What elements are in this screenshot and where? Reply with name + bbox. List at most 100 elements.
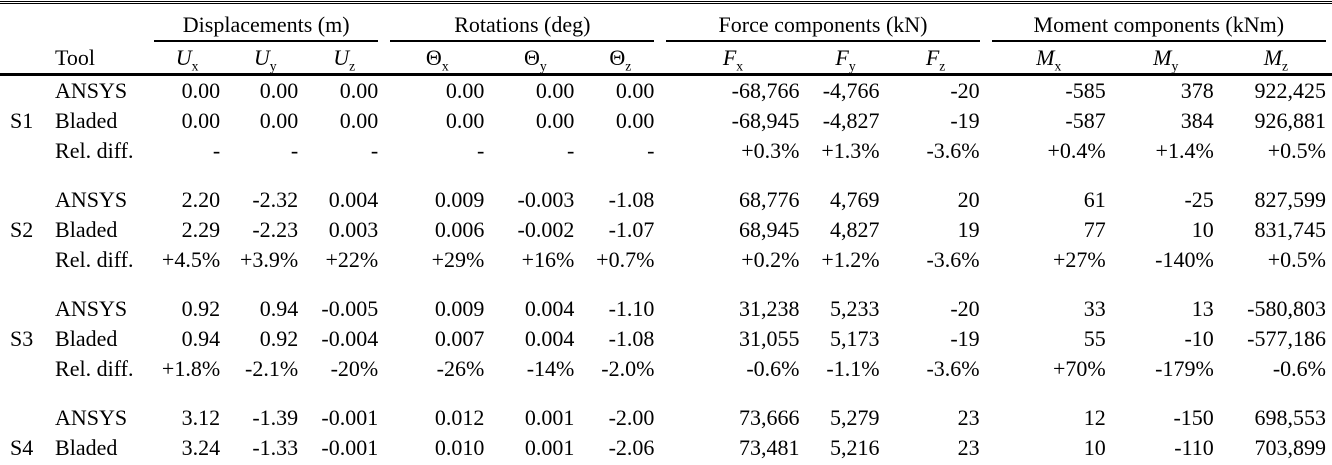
symbol-uz: U xyxy=(333,44,350,70)
value-cell: 922,425 xyxy=(1254,78,1327,103)
column-header-row: Tool Ux Uy Uz Θx Θy Θz Fx Fy Fz Mx My Mz xyxy=(0,42,1332,76)
value-cell: 0.00 xyxy=(339,78,379,103)
value-cell: 55 xyxy=(1083,326,1106,351)
value-cell: +1.4% xyxy=(1155,138,1214,163)
value-cell: -0.004 xyxy=(321,326,379,351)
tool-cell: Bladed xyxy=(55,108,118,133)
value-cell: -0.002 xyxy=(517,217,575,242)
value-cell: 23 xyxy=(957,405,980,430)
column-header-uy: Uy xyxy=(226,42,305,76)
value-cell: -10 xyxy=(1184,326,1214,351)
symbol-fx: F xyxy=(722,44,737,70)
value-cell: 926,881 xyxy=(1254,108,1327,133)
group-header-row: Displacements (m) Rotations (deg) Force … xyxy=(0,4,1332,42)
value-cell: -20 xyxy=(950,296,980,321)
table-row: S1 ANSYS 0.00 0.00 0.00 0.00 0.00 0.00 -68,766 -4… xyxy=(0,76,1332,133)
symbol-mx: M xyxy=(1036,44,1055,70)
value-cell: 0.92 xyxy=(259,326,299,351)
value-cell: 0.00 xyxy=(259,78,299,103)
column-header-fx: Fx xyxy=(660,42,806,76)
value-cell: -26% xyxy=(436,356,485,381)
value-cell: 703,899 xyxy=(1254,435,1327,460)
value-cell: +1.8% xyxy=(161,356,221,381)
value-cell: -3.6% xyxy=(926,138,980,163)
tool-cell: ANSYS xyxy=(55,405,128,430)
symbol-my: M xyxy=(1153,44,1172,70)
value-cell: 73,666 xyxy=(739,405,800,430)
value-cell: 23 xyxy=(957,435,980,460)
table-row: Bladed 0.94 0.92 -0.004 0.007 0.004 -1.08 31,05… xyxy=(0,324,1332,354)
value-cell: -4,766 xyxy=(822,78,880,103)
value-cell: - xyxy=(212,138,221,163)
value-cell: -0.005 xyxy=(321,296,379,321)
group-header-moments: Moment components (kNm) xyxy=(986,4,1332,42)
value-cell: -585 xyxy=(1065,78,1106,103)
value-cell: 0.00 xyxy=(259,108,299,133)
symbol-mz: M xyxy=(1263,44,1283,70)
table-row: S4 ANSYS 3.12 -1.39 -0.001 0.012 0.001 -2.00 73,… xyxy=(0,403,1332,460)
value-cell: 3.12 xyxy=(181,405,221,430)
value-cell: 384 xyxy=(1180,108,1214,133)
value-cell: -150 xyxy=(1173,405,1214,430)
value-cell: -68,945 xyxy=(731,108,800,133)
tool-cell: Bladed xyxy=(55,326,118,351)
group-label-rotations: Rotations (deg) xyxy=(390,12,655,42)
group-label-displacements: Displacements (m) xyxy=(154,12,379,42)
value-cell: 0.00 xyxy=(445,78,485,103)
value-cell: -19 xyxy=(950,108,980,133)
station-header-spacer xyxy=(0,4,48,42)
table-row: S2 ANSYS 2.20 -2.32 0.004 0.009 -0.003 -1.08 68,… xyxy=(0,185,1332,242)
column-header-fz: Fz xyxy=(885,42,986,76)
value-cell: 0.00 xyxy=(339,108,379,133)
block-spacer-row xyxy=(0,166,1332,185)
value-cell: +0.4% xyxy=(1047,138,1106,163)
value-cell: +1.2% xyxy=(821,247,880,272)
value-cell: 31,055 xyxy=(739,326,800,351)
value-cell: 0.00 xyxy=(615,78,655,103)
value-cell: 5,173 xyxy=(830,326,880,351)
value-cell: 68,776 xyxy=(739,187,800,212)
value-cell: -2.23 xyxy=(252,217,299,242)
value-cell: 31,238 xyxy=(739,296,800,321)
value-cell: -2.00 xyxy=(608,405,655,430)
value-cell: 0.004 xyxy=(524,296,575,321)
symbol-uy: U xyxy=(253,44,270,70)
value-cell: 33 xyxy=(1083,296,1106,321)
tool-cell: Rel. diff. xyxy=(55,247,134,272)
value-cell: 0.012 xyxy=(434,405,485,430)
table-row: Rel. diff. +4.5% +3.9% +22% +29% +16% +0.7% +0.… xyxy=(0,245,1332,275)
value-cell: -0.6% xyxy=(746,356,800,381)
value-cell: - xyxy=(290,138,299,163)
value-cell: 10 xyxy=(1083,435,1106,460)
value-cell: -580,803 xyxy=(1247,296,1326,321)
table-row: Rel. diff. +1.8% -2.1% -20% -26% -14% -2.0% -0.… xyxy=(0,354,1332,384)
value-cell: 3.24 xyxy=(181,435,221,460)
value-cell: 2.20 xyxy=(181,187,221,212)
value-cell: -1.08 xyxy=(608,326,655,351)
symbol-thetax: Θ xyxy=(425,44,442,70)
value-cell: 20 xyxy=(957,187,980,212)
value-cell: 0.94 xyxy=(259,296,299,321)
value-cell: 12 xyxy=(1083,405,1106,430)
table-row: Rel. diff. - - - - - - +0.3% +1.3% -3.6% +0.4% +1.4… xyxy=(0,136,1332,166)
value-cell: +0.7% xyxy=(596,247,655,272)
value-cell: - xyxy=(567,138,575,163)
value-cell: 5,233 xyxy=(830,296,880,321)
value-cell: - xyxy=(647,138,655,163)
station-label: S3 xyxy=(10,326,34,351)
value-cell: +27% xyxy=(1052,247,1106,272)
value-cell: -68,766 xyxy=(731,78,800,103)
column-header-uz: Uz xyxy=(304,42,385,76)
value-cell: 378 xyxy=(1180,78,1214,103)
column-header-thetay: Θy xyxy=(490,42,581,76)
value-cell: 0.00 xyxy=(181,78,221,103)
value-cell: 10 xyxy=(1191,217,1214,242)
tool-column-header: Tool xyxy=(48,42,149,76)
table-row: Bladed 3.24 -1.33 -0.001 0.010 0.001 -2.06 73,4… xyxy=(0,433,1332,463)
group-label-moments: Moment components (kNm) xyxy=(991,12,1326,42)
value-cell: 0.92 xyxy=(181,296,221,321)
value-cell: 0.00 xyxy=(445,108,485,133)
tool-cell: Bladed xyxy=(55,435,118,460)
value-cell: -19 xyxy=(950,326,980,351)
value-cell: +0.2% xyxy=(741,247,800,272)
